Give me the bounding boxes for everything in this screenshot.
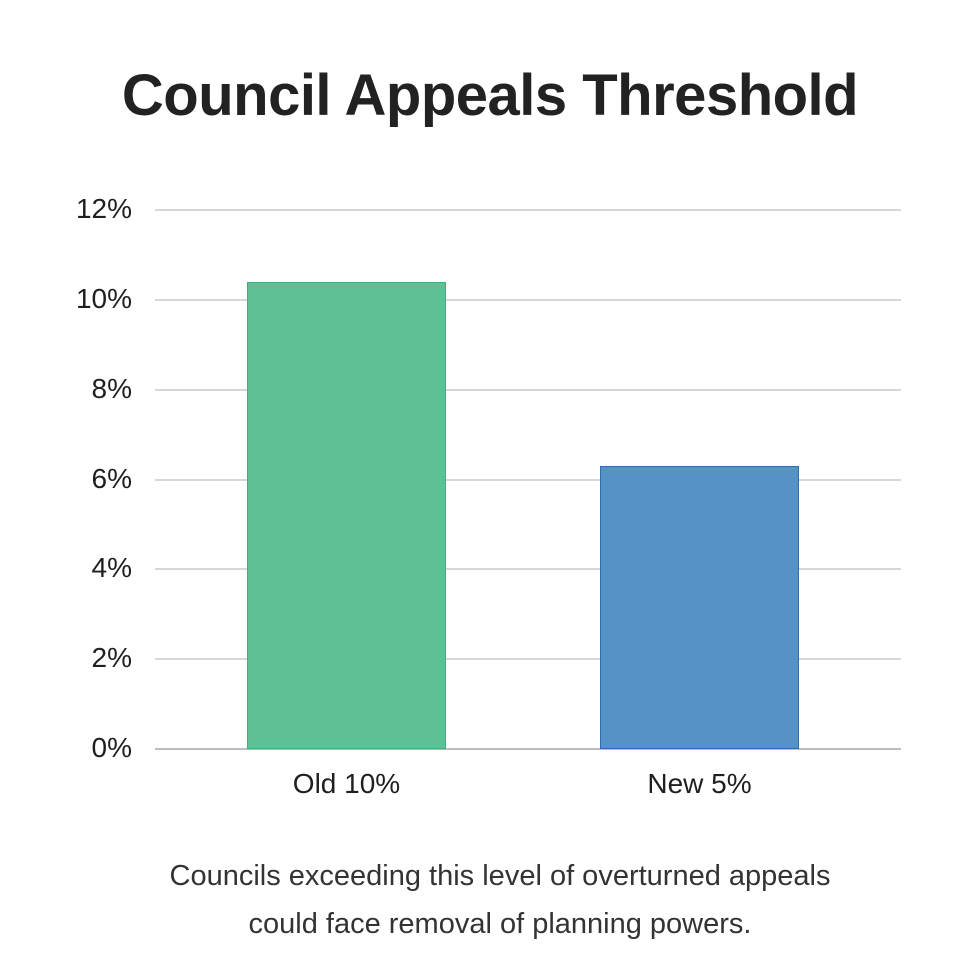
gridline: [155, 298, 901, 301]
gridline: [155, 478, 901, 481]
gridline: [155, 388, 901, 391]
x-axis-baseline: [155, 748, 901, 750]
chart-title: Council Appeals Threshold: [121, 63, 859, 128]
y-tick-label: 12%: [75, 193, 132, 224]
y-tick-label: 10%: [75, 282, 132, 314]
chart-caption: Councils exceeding this level of overtur…: [0, 852, 980, 948]
y-tick-label: 6%: [91, 462, 132, 494]
x-tick-label: Old 10%: [292, 768, 401, 799]
y-tick-label: 8%: [91, 372, 132, 404]
gridline: [155, 658, 901, 661]
y-tick-label: 2%: [91, 642, 132, 674]
gridline: [155, 568, 901, 571]
bar-old-10: [247, 281, 446, 749]
bar-new-5: [600, 466, 799, 749]
x-tick-label: New 5%: [647, 768, 752, 799]
caption-line-2: could face removal of planning powers.: [248, 908, 752, 940]
gridline: [155, 209, 901, 211]
y-tick-label: 0%: [91, 732, 132, 763]
caption-line-1: Councils exceeding this level of overtur…: [169, 860, 831, 892]
y-tick-label: 4%: [91, 552, 132, 584]
